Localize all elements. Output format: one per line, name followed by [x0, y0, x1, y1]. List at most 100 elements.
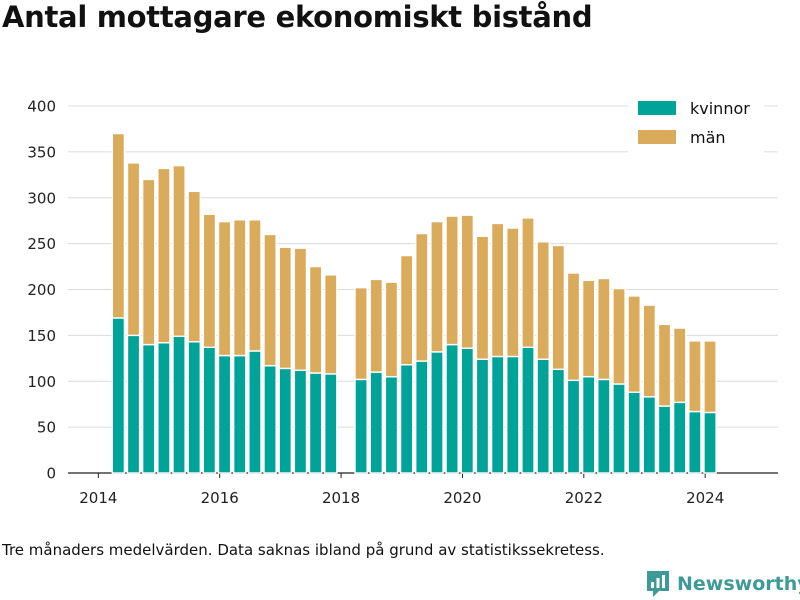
bar-män: [566, 272, 581, 382]
bar-män: [187, 190, 201, 343]
bar-män: [369, 278, 384, 373]
bar-kvinnor: [597, 378, 611, 474]
bar-kvinnor: [566, 379, 581, 474]
y-tick-label: 150: [27, 327, 56, 345]
stacked-bar-chart: 0 50 100 150 200 250 300 350 400 2014 2016 2018 202…: [27, 92, 778, 507]
bar-kvinnor: [415, 360, 429, 474]
y-axis: 0 50 100 150 200 250 300 350 400: [27, 98, 56, 483]
legend-swatch-män: [638, 130, 676, 144]
bar-män: [263, 233, 277, 367]
bar-män: [627, 295, 641, 393]
bar-män: [399, 254, 414, 366]
bar-kvinnor: [490, 355, 505, 474]
bar-kvinnor: [217, 354, 232, 474]
bar-kvinnor: [399, 364, 414, 474]
bar-män: [248, 219, 262, 352]
bar-män: [354, 286, 368, 381]
legend-label-män: män: [690, 128, 726, 147]
bar-män: [445, 215, 459, 346]
bar-män: [126, 162, 141, 337]
bar-kvinnor: [293, 369, 308, 474]
bar-män: [536, 241, 550, 360]
bar-män: [415, 232, 429, 362]
bar-kvinnor: [430, 351, 444, 474]
bars: [111, 132, 717, 474]
bar-kvinnor: [111, 317, 126, 474]
bar-kvinnor: [460, 347, 475, 474]
bar-kvinnor: [627, 391, 641, 474]
y-tick-label: 350: [27, 143, 56, 161]
bar-kvinnor: [354, 378, 368, 474]
bar-män: [551, 244, 566, 371]
bar-män: [278, 246, 293, 370]
bar-män: [490, 222, 505, 358]
bar-kvinnor: [308, 372, 323, 474]
bar-män: [672, 327, 687, 404]
footnote: Tre månaders medelvärden. Data saknas ib…: [2, 541, 605, 559]
y-tick-label: 100: [27, 373, 56, 391]
legend: kvinnor män: [628, 92, 764, 156]
bar-män: [141, 178, 156, 346]
bar-kvinnor: [323, 373, 338, 474]
bar-män: [642, 304, 657, 398]
bar-män: [475, 235, 490, 360]
bar-kvinnor: [536, 358, 550, 474]
bar-kvinnor: [657, 405, 672, 474]
y-tick-label: 0: [46, 465, 56, 483]
bar-män: [384, 281, 399, 378]
bar-kvinnor: [248, 350, 262, 474]
bar-män: [157, 167, 171, 344]
bar-kvinnor: [642, 396, 657, 474]
bar-män: [172, 164, 186, 337]
x-tick-label: 2020: [443, 489, 481, 507]
bar-män: [506, 227, 520, 358]
y-tick-label: 300: [27, 189, 56, 207]
bar-kvinnor: [612, 383, 626, 474]
x-tick-label: 2014: [79, 489, 117, 507]
bar-kvinnor: [445, 343, 459, 474]
x-tick-label: 2022: [565, 489, 603, 507]
bar-män: [232, 219, 247, 357]
bar-kvinnor: [187, 341, 201, 474]
legend-swatch-kvinnor: [638, 101, 676, 115]
x-axis: 2014 2016 2018 2020 2022 2024: [68, 472, 778, 507]
x-tick-label: 2024: [686, 489, 724, 507]
bar-kvinnor: [369, 371, 384, 474]
brand-name: Newsworthy: [677, 573, 800, 595]
bar-kvinnor: [126, 334, 141, 474]
bar-män: [688, 340, 702, 413]
brand: Newsworthy: [645, 569, 800, 599]
bar-kvinnor: [688, 410, 702, 474]
chart-title: Antal mottagare ekonomiskt bistånd: [2, 0, 593, 34]
bar-män: [202, 213, 217, 349]
bar-kvinnor: [232, 354, 247, 474]
bar-kvinnor: [672, 401, 687, 474]
bar-män: [612, 287, 626, 385]
bar-kvinnor: [141, 343, 156, 474]
bar-kvinnor: [263, 364, 277, 474]
bar-män: [460, 214, 475, 349]
x-tick-label: 2018: [322, 489, 360, 507]
bar-män: [597, 277, 611, 381]
newsworthy-logo-icon: [647, 571, 669, 597]
bar-män: [323, 274, 338, 375]
bar-kvinnor: [278, 367, 293, 474]
bar-män: [581, 279, 596, 378]
bar-kvinnor: [172, 335, 186, 474]
bar-kvinnor: [703, 411, 717, 474]
bar-män: [703, 340, 717, 414]
bar-män: [521, 217, 535, 349]
bar-män: [111, 132, 126, 319]
bar-kvinnor: [551, 368, 566, 474]
bar-män: [217, 220, 232, 357]
legend-label-kvinnor: kvinnor: [690, 99, 750, 118]
bar-kvinnor: [506, 355, 520, 474]
bar-kvinnor: [157, 342, 171, 474]
y-tick-label: 200: [27, 281, 56, 299]
bar-män: [657, 323, 672, 407]
x-tick-label: 2016: [201, 489, 239, 507]
bar-män: [430, 220, 444, 353]
bar-män: [293, 247, 308, 371]
bar-kvinnor: [384, 375, 399, 474]
y-tick-label: 250: [27, 235, 56, 253]
